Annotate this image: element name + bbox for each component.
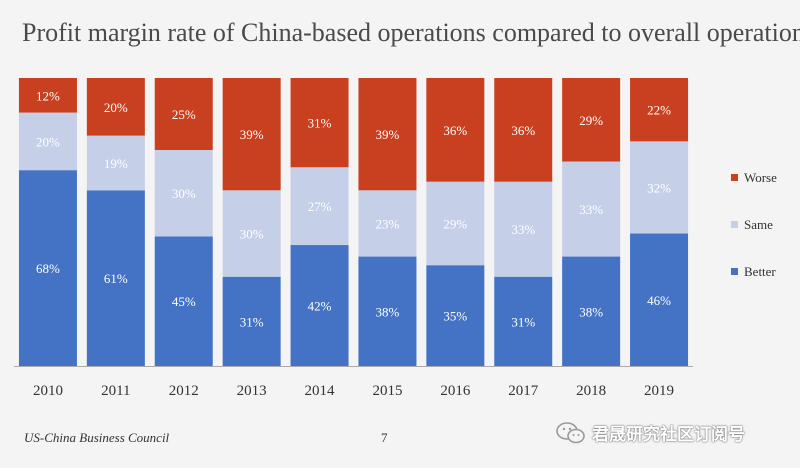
legend-label-same: Same [744,217,773,232]
source-footer: US-China Business Council [24,430,170,445]
label-worse-2010: 12% [36,88,60,103]
bar-better-2014 [290,245,349,366]
x-axis-ticks: 2010 2011 2012 2013 2014 2015 2016 2017 2018 2019 [33,383,674,399]
bar-worse-2015 [358,78,417,191]
label-better-2012: 45% [172,294,196,309]
bar-same-2017 [494,181,553,277]
legend-label-better: Better [744,264,776,279]
label-better-2019: 46% [647,293,671,308]
legend-label-worse: Worse [744,170,777,185]
label-better-2018: 38% [579,304,603,319]
bar-same-2018 [562,161,621,257]
label-better-2015: 38% [376,304,400,319]
bar-same-2010 [18,112,77,171]
label-same-2016: 29% [443,216,467,231]
bar-better-2019 [630,233,689,366]
x-tick-2015: 2015 [372,383,402,399]
x-tick-2010: 2010 [33,383,63,399]
bar-worse-2010 [18,78,77,113]
label-same-2019: 32% [647,180,671,195]
label-better-2017: 31% [511,314,535,329]
bar-same-2013 [222,190,281,277]
bars-group: 68% 20% 12% 61% 19% 20% 45% 30% 25% 31% 30% 39% 42% 2… [18,78,689,366]
bar-worse-2012 [154,78,213,150]
bar-worse-2017 [494,78,553,182]
bar-same-2016 [426,181,485,266]
label-worse-2019: 22% [647,103,671,118]
label-worse-2011: 20% [104,100,128,115]
label-same-2018: 33% [579,202,603,217]
label-same-2017: 33% [511,222,535,237]
bar-better-2013 [222,276,281,366]
bar-better-2015 [358,256,417,366]
bar-better-2012 [154,236,213,366]
label-same-2010: 20% [36,134,60,149]
x-tick-2012: 2012 [169,383,199,399]
label-worse-2018: 29% [579,113,603,128]
x-tick-2017: 2017 [508,383,539,399]
bar-worse-2011 [86,78,145,136]
page-number: 7 [381,430,388,445]
label-worse-2014: 31% [308,116,332,131]
bar-same-2012 [154,150,213,237]
label-better-2016: 35% [443,309,467,324]
label-same-2011: 19% [104,156,128,171]
bar-worse-2016 [426,78,485,182]
label-same-2015: 23% [376,216,400,231]
x-tick-2014: 2014 [305,383,336,399]
bar-worse-2014 [290,78,349,168]
bar-same-2015 [358,190,417,257]
label-same-2012: 30% [172,186,196,201]
bar-better-2018 [562,256,621,366]
bar-same-2014 [290,167,349,246]
bar-better-2016 [426,265,485,366]
label-worse-2013: 39% [240,127,264,142]
x-tick-2013: 2013 [237,383,267,399]
chart-title: Profit margin rate of China-based operat… [22,18,800,47]
bar-same-2011 [86,135,145,191]
x-tick-2018: 2018 [576,383,606,399]
bar-better-2017 [494,276,553,366]
bar-better-2011 [86,190,145,366]
bar-worse-2018 [562,78,621,162]
watermark: 君晟研究社区订阅号 [556,420,745,445]
label-same-2013: 30% [240,227,264,242]
label-worse-2017: 36% [511,123,535,138]
legend-swatch-better [731,268,738,275]
wechat-icon [556,421,585,443]
label-better-2014: 42% [308,299,332,314]
x-tick-2011: 2011 [101,383,130,399]
legend-swatch-same [731,221,738,228]
watermark-text: 君晟研究社区订阅号 [592,425,745,445]
x-tick-2019: 2019 [644,383,674,399]
bar-same-2019 [630,141,689,234]
bar-better-2010 [18,170,77,366]
legend: Worse Same Better [731,170,777,279]
label-same-2014: 27% [308,199,332,214]
label-better-2013: 31% [240,314,264,329]
x-tick-2016: 2016 [440,383,471,399]
bar-worse-2019 [630,78,689,142]
label-worse-2016: 36% [443,123,467,138]
legend-swatch-worse [731,174,738,181]
bar-worse-2013 [222,78,281,191]
label-better-2011: 61% [104,271,128,286]
label-worse-2015: 39% [376,127,400,142]
label-better-2010: 68% [36,261,60,276]
label-worse-2012: 25% [172,107,196,122]
